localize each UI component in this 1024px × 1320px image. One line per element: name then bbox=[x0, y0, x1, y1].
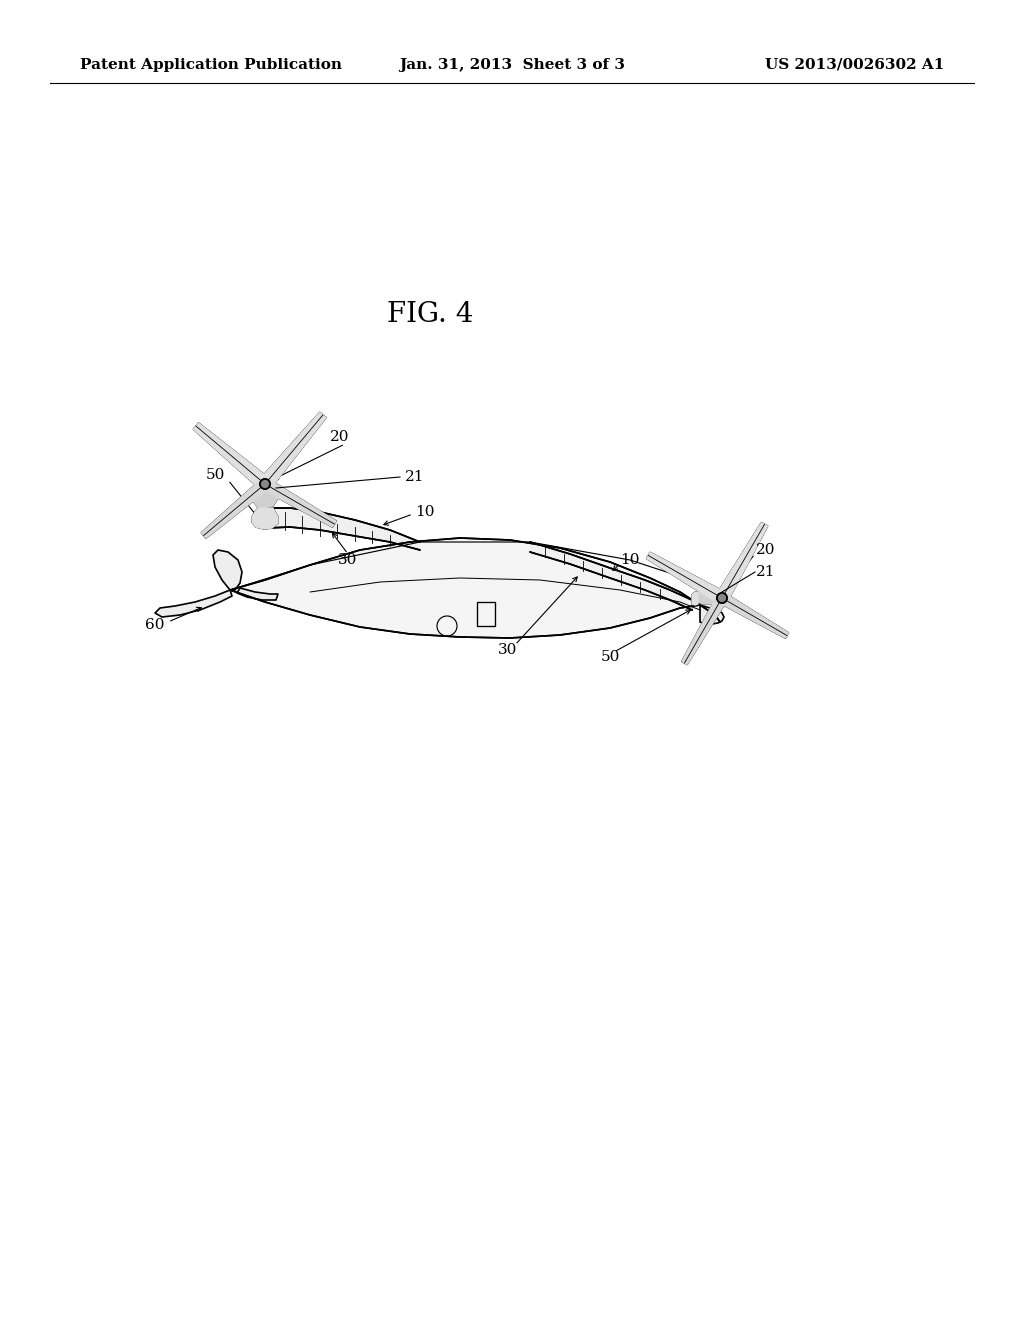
Polygon shape bbox=[213, 550, 242, 590]
Polygon shape bbox=[719, 593, 788, 638]
Polygon shape bbox=[692, 591, 698, 605]
Polygon shape bbox=[268, 508, 420, 550]
Polygon shape bbox=[260, 412, 326, 488]
Circle shape bbox=[717, 593, 727, 603]
Polygon shape bbox=[262, 479, 336, 527]
Polygon shape bbox=[194, 424, 269, 490]
Polygon shape bbox=[155, 590, 232, 616]
Text: 50: 50 bbox=[206, 469, 225, 482]
Text: 20: 20 bbox=[331, 430, 350, 444]
Text: 21: 21 bbox=[756, 565, 775, 579]
Text: US 2013/0026302 A1: US 2013/0026302 A1 bbox=[765, 58, 944, 73]
Text: FIG. 4: FIG. 4 bbox=[387, 301, 473, 329]
Polygon shape bbox=[202, 479, 269, 539]
Text: 21: 21 bbox=[406, 470, 425, 484]
Circle shape bbox=[260, 479, 270, 488]
Text: Jan. 31, 2013  Sheet 3 of 3: Jan. 31, 2013 Sheet 3 of 3 bbox=[399, 58, 625, 73]
Polygon shape bbox=[646, 553, 725, 603]
Polygon shape bbox=[252, 484, 278, 508]
Text: Patent Application Publication: Patent Application Publication bbox=[80, 58, 342, 73]
Bar bbox=[477, 602, 495, 626]
Polygon shape bbox=[682, 595, 727, 664]
Circle shape bbox=[260, 479, 270, 488]
Text: 30: 30 bbox=[499, 643, 518, 657]
Polygon shape bbox=[237, 587, 278, 601]
Text: 20: 20 bbox=[756, 543, 775, 557]
Polygon shape bbox=[252, 508, 278, 529]
Circle shape bbox=[717, 593, 727, 603]
Polygon shape bbox=[695, 591, 720, 605]
Text: 60: 60 bbox=[145, 618, 165, 632]
Text: 10: 10 bbox=[620, 553, 640, 568]
Text: 50: 50 bbox=[600, 649, 620, 664]
Text: 10: 10 bbox=[415, 506, 434, 519]
Polygon shape bbox=[700, 605, 724, 624]
Polygon shape bbox=[530, 543, 692, 610]
Polygon shape bbox=[717, 523, 768, 601]
Polygon shape bbox=[230, 539, 720, 638]
Text: 30: 30 bbox=[338, 553, 357, 568]
